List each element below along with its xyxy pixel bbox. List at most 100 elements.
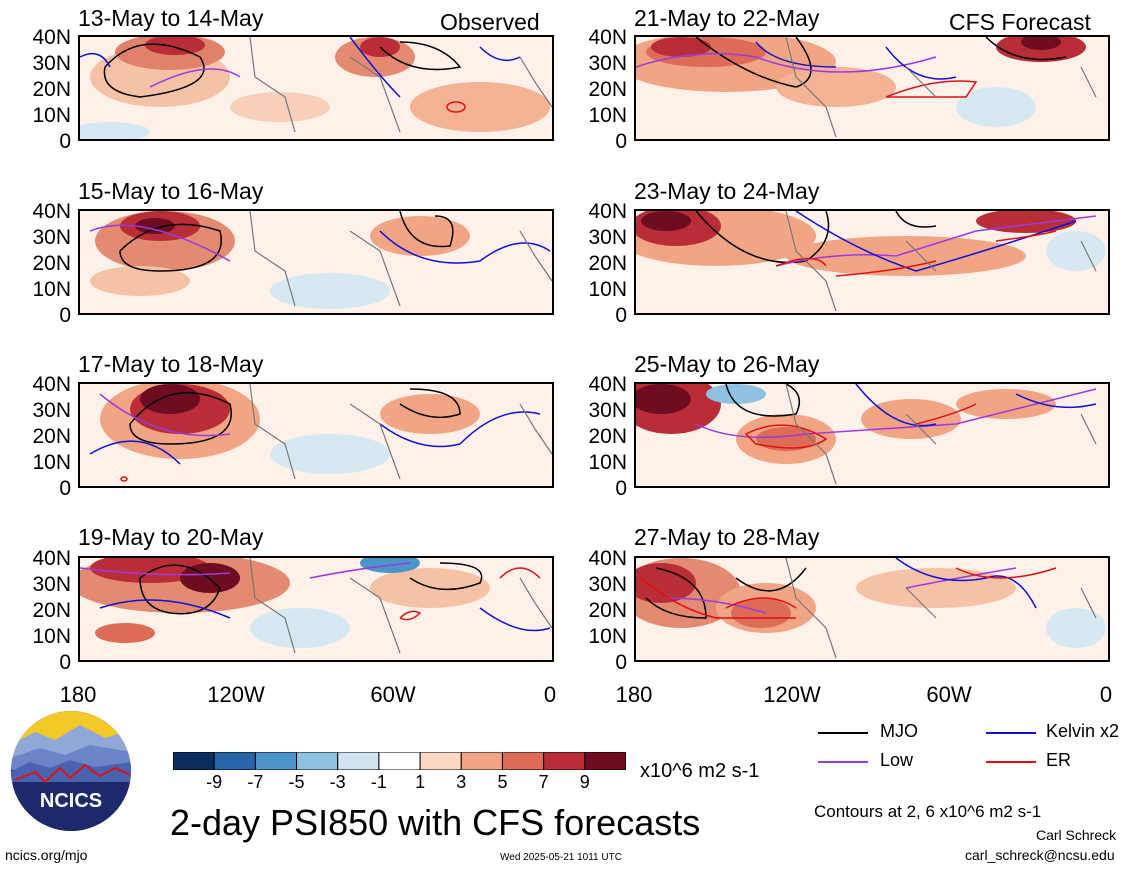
map-panel-observed-4 <box>78 556 554 662</box>
colorbar-tick: 9 <box>579 772 590 792</box>
colorbar-tick: -3 <box>329 772 346 792</box>
lat-label: 0 <box>615 130 627 153</box>
lat-label: 0 <box>59 130 71 153</box>
legend-low: Low <box>880 750 914 770</box>
lon-label: 0 <box>543 682 557 707</box>
cfs-forecast-label: CFS Forecast <box>949 9 1091 35</box>
map-panel-forecast-4 <box>634 556 1110 662</box>
legend-kelvin: Kelvin x2 <box>1046 721 1120 741</box>
colorbar-tick: 1 <box>415 772 426 792</box>
map-panel-forecast-2 <box>634 209 1110 315</box>
mjo-legend-line <box>818 732 868 734</box>
colorbar-tick: 7 <box>538 772 549 792</box>
lat-label: 30N <box>32 573 71 596</box>
colorbar-swatch <box>213 751 256 771</box>
observed-label: Observed <box>440 9 540 35</box>
lat-label: 30N <box>588 52 627 75</box>
lat-label: 0 <box>615 651 627 674</box>
timestamp: Wed 2025-05-21 1011 UTC <box>500 852 622 863</box>
panel-title: 25-May to 26-May <box>634 351 820 377</box>
map-panel-observed-1 <box>78 35 554 141</box>
kelvin-legend-line <box>986 732 1036 734</box>
colorbar-swatch <box>584 751 627 771</box>
lat-label: 0 <box>59 304 71 327</box>
colorbar-swatch <box>543 751 586 771</box>
lon-label: 180 <box>59 682 97 707</box>
lat-label: 20N <box>32 252 71 275</box>
panel-title: 13-May to 14-May <box>78 5 264 31</box>
lat-label: 30N <box>32 226 71 249</box>
lat-label: 40N <box>32 373 71 396</box>
panel-title: 17-May to 18-May <box>78 351 264 377</box>
colorbar-swatch <box>254 751 298 771</box>
lat-label: 40N <box>32 200 71 223</box>
lat-label: 20N <box>588 252 627 275</box>
lon-label: 180 <box>615 682 653 707</box>
colorbar-tick: -7 <box>247 772 264 792</box>
colorbar-swatch <box>460 751 503 771</box>
contours-note: Contours at 2, 6 x10^6 m2 s-1 <box>814 802 1042 821</box>
colorbar <box>172 751 627 771</box>
map-panel-forecast-3 <box>634 382 1110 488</box>
colorbar-swatch <box>296 751 339 771</box>
lat-label: 20N <box>32 599 71 622</box>
ncics-url-link[interactable]: ncics.org/mjo <box>5 847 88 863</box>
author: Carl Schreck <box>1036 827 1117 843</box>
colorbar-swatch <box>378 751 421 771</box>
lat-label: 30N <box>588 399 627 422</box>
lat-label: 30N <box>588 226 627 249</box>
lat-label: 30N <box>588 573 627 596</box>
colorbar-swatch <box>501 751 545 771</box>
lon-label: 120W <box>207 682 265 707</box>
lat-label: 10N <box>32 451 71 474</box>
colorbar-swatch <box>337 751 380 771</box>
lon-label: 60W <box>370 682 416 707</box>
legend-er: ER <box>1046 750 1072 770</box>
logo-text: NCICS <box>39 790 103 812</box>
lon-label: 120W <box>763 682 821 707</box>
panel-title: 15-May to 16-May <box>78 178 264 204</box>
lat-label: 10N <box>588 451 627 474</box>
lat-label: 30N <box>32 52 71 75</box>
map-panel-observed-3 <box>78 382 554 488</box>
lat-label: 40N <box>32 547 71 570</box>
figure-title: 2-day PSI850 with CFS forecasts <box>170 802 701 843</box>
email-link[interactable]: carl_schreck@ncsu.edu <box>965 847 1115 863</box>
lat-label: 20N <box>588 78 627 101</box>
ncics-logo: NCICS <box>10 710 132 832</box>
low-legend-line <box>818 761 868 763</box>
lat-label: 0 <box>615 304 627 327</box>
er-legend-line <box>986 761 1036 763</box>
lat-label: 20N <box>32 78 71 101</box>
lon-label: 0 <box>1099 682 1113 707</box>
colorbar-tick: 3 <box>456 772 467 792</box>
map-panel-forecast-1 <box>634 35 1110 141</box>
colorbar-tick: -5 <box>288 772 305 792</box>
colorbar-units: x10^6 m2 s-1 <box>640 760 760 782</box>
colorbar-tick: -9 <box>206 772 223 792</box>
lat-label: 30N <box>32 399 71 422</box>
panel-title: 27-May to 28-May <box>634 524 820 550</box>
lat-label: 0 <box>615 477 627 500</box>
lat-label: 40N <box>588 200 627 223</box>
legend-mjo: MJO <box>880 721 918 741</box>
panel-title: 19-May to 20-May <box>78 524 264 550</box>
lat-label: 40N <box>588 373 627 396</box>
lat-label: 10N <box>588 625 627 648</box>
lat-label: 40N <box>588 547 627 570</box>
panel-title: 23-May to 24-May <box>634 178 820 204</box>
lat-label: 20N <box>32 425 71 448</box>
lat-label: 10N <box>32 625 71 648</box>
colorbar-swatch <box>172 751 215 771</box>
lat-label: 20N <box>588 599 627 622</box>
lon-label: 60W <box>926 682 972 707</box>
lat-label: 0 <box>59 477 71 500</box>
lat-label: 10N <box>588 104 627 127</box>
lat-label: 0 <box>59 651 71 674</box>
panel-title: 21-May to 22-May <box>634 5 820 31</box>
lat-label: 40N <box>32 26 71 49</box>
lat-label: 40N <box>588 26 627 49</box>
colorbar-swatch <box>419 751 462 771</box>
map-panel-observed-2 <box>78 209 554 315</box>
